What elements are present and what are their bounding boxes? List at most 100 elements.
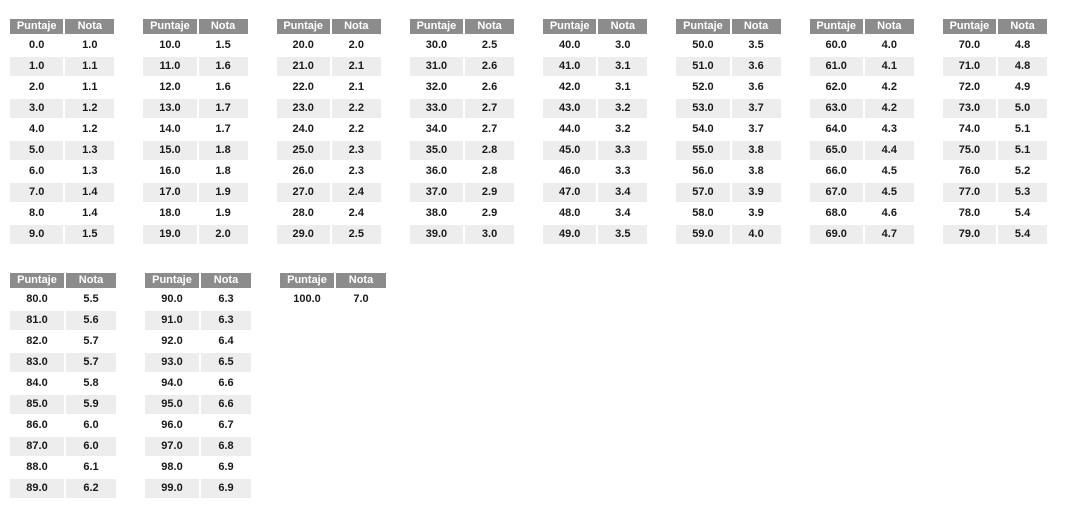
puntaje-cell: 73.0 <box>942 99 997 118</box>
nota-cell: 3.0 <box>465 225 514 244</box>
nota-cell: 6.2 <box>66 479 116 498</box>
puntaje-cell: 56.0 <box>676 162 730 181</box>
table-row: 60.0 4.0 <box>809 36 914 55</box>
nota-column-header: Nota <box>65 19 115 34</box>
puntaje-cell: 11.0 <box>143 57 197 76</box>
score-to-grade-table: Puntaje Nota 90.0 6.3 91.0 6.3 92.0 6.4 93.0 6.5 9… <box>143 271 253 500</box>
nota-cell: 4.7 <box>864 225 914 244</box>
puntaje-cell: 8.0 <box>10 204 64 223</box>
table-row: 29.0 2.5 <box>276 225 381 244</box>
puntaje-cell: 45.0 <box>543 141 597 160</box>
table-row: 81.0 5.6 <box>10 311 116 330</box>
puntaje-cell: 84.0 <box>10 374 64 393</box>
puntaje-cell: 58.0 <box>676 204 730 223</box>
table-row: 59.0 4.0 <box>676 225 781 244</box>
table-row: 23.0 2.2 <box>276 99 381 118</box>
puntaje-cell: 98.0 <box>145 458 199 477</box>
nota-cell: 3.9 <box>731 183 781 202</box>
table-row: 97.0 6.8 <box>145 437 251 456</box>
puntaje-cell: 83.0 <box>10 353 64 372</box>
table-row: 11.0 1.6 <box>143 57 248 76</box>
nota-cell: 1.3 <box>65 162 115 181</box>
puntaje-cell: 23.0 <box>276 99 330 118</box>
table-row: 65.0 4.4 <box>809 141 914 160</box>
puntaje-cell: 75.0 <box>942 141 997 160</box>
puntaje-cell: 4.0 <box>10 120 64 139</box>
puntaje-cell: 48.0 <box>543 204 597 223</box>
nota-cell: 4.3 <box>864 120 914 139</box>
nota-column-header: Nota <box>465 19 514 34</box>
puntaje-cell: 67.0 <box>809 183 863 202</box>
table-row: 44.0 3.2 <box>543 120 648 139</box>
table-row: 32.0 2.6 <box>409 78 514 97</box>
puntaje-cell: 100.0 <box>280 290 334 309</box>
header-row: Puntaje Nota <box>280 273 386 288</box>
table-row: 4.0 1.2 <box>10 120 115 139</box>
table-row: 75.0 5.1 <box>942 141 1047 160</box>
nota-cell: 1.5 <box>198 36 248 55</box>
puntaje-cell: 51.0 <box>676 57 730 76</box>
nota-cell: 1.7 <box>198 120 248 139</box>
table-row: 40.0 3.0 <box>543 36 648 55</box>
nota-cell: 2.3 <box>331 141 381 160</box>
table-row: 15.0 1.8 <box>143 141 248 160</box>
table-row: 46.0 3.3 <box>543 162 648 181</box>
table-row: 39.0 3.0 <box>409 225 514 244</box>
puntaje-cell: 70.0 <box>942 36 997 55</box>
nota-cell: 2.5 <box>331 225 381 244</box>
puntaje-cell: 20.0 <box>276 36 330 55</box>
table-row: 56.0 3.8 <box>676 162 781 181</box>
score-grade-conversion-grid: Puntaje Nota 0.0 1.0 1.0 1.1 2.0 1.1 3.0 1.2 4.0 1.… <box>10 17 1047 500</box>
puntaje-cell: 34.0 <box>409 120 464 139</box>
table-row: 80.0 5.5 <box>10 290 116 309</box>
puntaje-cell: 9.0 <box>10 225 64 244</box>
table-row: 30.0 2.5 <box>409 36 514 55</box>
nota-cell: 5.4 <box>998 225 1047 244</box>
table-row: 77.0 5.3 <box>942 183 1047 202</box>
nota-cell: 5.3 <box>998 183 1047 202</box>
nota-cell: 2.3 <box>331 162 381 181</box>
puntaje-cell: 81.0 <box>10 311 64 330</box>
puntaje-cell: 72.0 <box>942 78 997 97</box>
table-row: 52.0 3.6 <box>676 78 781 97</box>
nota-cell: 4.1 <box>864 57 914 76</box>
table-row: 6.0 1.3 <box>10 162 115 181</box>
table-row: 51.0 3.6 <box>676 57 781 76</box>
nota-cell: 6.8 <box>201 437 251 456</box>
puntaje-cell: 13.0 <box>143 99 197 118</box>
table-row: 70.0 4.8 <box>942 36 1047 55</box>
nota-column-header: Nota <box>864 19 914 34</box>
table-row: 53.0 3.7 <box>676 99 781 118</box>
nota-cell: 6.6 <box>201 374 251 393</box>
puntaje-cell: 95.0 <box>145 395 199 414</box>
table-row: 9.0 1.5 <box>10 225 115 244</box>
table-row: 61.0 4.1 <box>809 57 914 76</box>
puntaje-column-header: Puntaje <box>143 19 197 34</box>
puntaje-cell: 43.0 <box>543 99 597 118</box>
nota-cell: 6.9 <box>201 458 251 477</box>
nota-cell: 1.6 <box>198 57 248 76</box>
puntaje-cell: 62.0 <box>809 78 863 97</box>
table-row: 91.0 6.3 <box>145 311 251 330</box>
table-row: 67.0 4.5 <box>809 183 914 202</box>
table-row: 100.0 7.0 <box>280 290 386 309</box>
table-row: 87.0 6.0 <box>10 437 116 456</box>
nota-cell: 4.8 <box>998 36 1047 55</box>
puntaje-cell: 78.0 <box>942 204 997 223</box>
nota-cell: 2.0 <box>331 36 381 55</box>
puntaje-cell: 16.0 <box>143 162 197 181</box>
puntaje-cell: 37.0 <box>409 183 464 202</box>
puntaje-cell: 22.0 <box>276 78 330 97</box>
nota-cell: 2.6 <box>465 57 514 76</box>
table-row: 28.0 2.4 <box>276 204 381 223</box>
puntaje-cell: 0.0 <box>10 36 64 55</box>
nota-cell: 6.6 <box>201 395 251 414</box>
puntaje-cell: 55.0 <box>676 141 730 160</box>
nota-cell: 3.1 <box>598 57 648 76</box>
nota-cell: 4.6 <box>864 204 914 223</box>
score-to-grade-table: Puntaje Nota 50.0 3.5 51.0 3.6 52.0 3.6 53.0 3.7 5… <box>674 17 782 246</box>
table-row: 48.0 3.4 <box>543 204 648 223</box>
nota-cell: 3.8 <box>731 141 781 160</box>
table-row: 86.0 6.0 <box>10 416 116 435</box>
table-row: 13.0 1.7 <box>143 99 248 118</box>
